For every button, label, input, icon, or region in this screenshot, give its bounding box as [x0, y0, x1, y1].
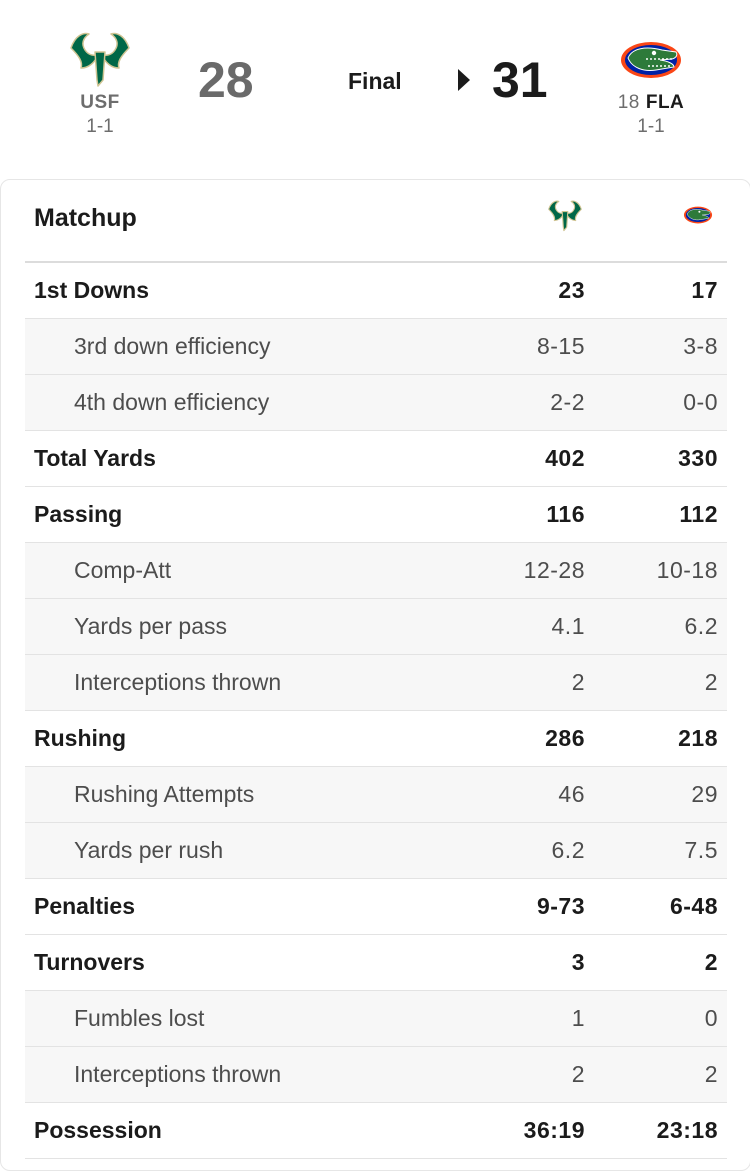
matchup-card: Matchup 1st Downs 23 17 3rd down efficiency…	[0, 179, 750, 1171]
stat-away-value: 12-28	[523, 557, 585, 583]
home-score: 31	[492, 52, 548, 108]
stat-label: Interceptions thrown	[74, 669, 282, 695]
stat-label: Rushing Attempts	[74, 781, 255, 807]
stat-subrow: Interceptions thrown 2 2	[25, 1047, 727, 1103]
stat-home-value: 218	[678, 725, 718, 751]
matchup-header: Matchup	[25, 180, 727, 263]
game-header: USF 1-1 28 Final 31 18 FLA 1-1	[0, 0, 750, 178]
stat-label: 1st Downs	[34, 277, 150, 303]
stat-home-value: 6-48	[669, 893, 718, 919]
stat-subrow: Yards per rush 6.2 7.5	[25, 823, 727, 879]
stat-home-value: 29	[691, 781, 718, 807]
stat-away-value: 8-15	[536, 333, 585, 359]
stat-away-value: 3	[571, 949, 585, 975]
stat-away-value: 2	[571, 669, 585, 695]
stat-away-value: 6.2	[551, 837, 585, 863]
stat-subrow: 3rd down efficiency 8-15 3-8	[25, 319, 727, 375]
stat-home-value: 6.2	[684, 613, 718, 639]
stat-subrow: Fumbles lost 1 0	[25, 991, 727, 1047]
stat-away-value: 4.1	[551, 613, 585, 639]
stat-home-value: 7.5	[684, 837, 718, 863]
stat-home-value: 0	[704, 1005, 718, 1031]
stat-label: Interceptions thrown	[74, 1061, 282, 1087]
stat-away-value: 2	[571, 1061, 585, 1087]
matchup-title: Matchup	[34, 204, 137, 232]
stat-row: Penalties 9-73 6-48	[25, 879, 727, 935]
home-team-abbr: 18 FLA	[591, 92, 711, 114]
stat-home-value: 0-0	[683, 389, 718, 415]
stat-label: Yards per rush	[74, 837, 224, 863]
stat-label: Penalties	[34, 893, 135, 919]
stat-away-value: 2-2	[550, 389, 585, 415]
stat-row: 1st Downs 23 17	[25, 263, 727, 319]
stat-subrow: Comp-Att 12-28 10-18	[25, 543, 727, 599]
home-team[interactable]: 18 FLA 1-1	[591, 28, 711, 138]
stat-home-value: 112	[679, 501, 718, 527]
stat-subrow: Interceptions thrown 2 2	[25, 655, 727, 711]
stat-away-value: 23	[558, 277, 585, 303]
stat-away-value: 286	[545, 725, 585, 751]
usf-bulls-logo-icon	[70, 32, 130, 87]
stat-label: Total Yards	[34, 445, 156, 471]
stat-away-value: 1	[571, 1005, 585, 1031]
stat-home-value: 17	[691, 277, 718, 303]
stat-row: Rushing 286 218	[25, 711, 727, 767]
stat-home-value: 3-8	[683, 333, 718, 359]
away-team-abbr: USF	[80, 92, 120, 113]
usf-bulls-small-logo-icon	[548, 200, 582, 232]
stat-subrow: Rushing Attempts 46 29	[25, 767, 727, 823]
stat-label: 3rd down efficiency	[74, 333, 271, 359]
stat-away-value: 402	[545, 445, 585, 471]
stat-away-value: 36:19	[523, 1117, 585, 1143]
stat-row: Turnovers 3 2	[25, 935, 727, 991]
stat-subrow: Yards per pass 4.1 6.2	[25, 599, 727, 655]
stat-away-value: 46	[558, 781, 585, 807]
home-team-record: 1-1	[637, 116, 665, 137]
away-team[interactable]: USF 1-1	[40, 28, 160, 138]
stat-label: Turnovers	[34, 949, 145, 975]
stat-row: Passing 116 112	[25, 487, 727, 543]
stat-row: Total Yards 402 330	[25, 431, 727, 487]
home-team-rank: 18	[617, 92, 640, 113]
stat-home-value: 10-18	[656, 557, 718, 583]
stat-label: Rushing	[34, 725, 126, 751]
stat-home-value: 2	[704, 669, 718, 695]
stat-home-value: 2	[704, 949, 718, 975]
stat-away-value: 9-73	[536, 893, 585, 919]
matchup-stats-table: 1st Downs 23 17 3rd down efficiency 8-15 3-8 4…	[25, 263, 727, 1159]
stat-home-value: 2	[704, 1061, 718, 1087]
stat-label: Possession	[34, 1117, 162, 1143]
stat-row: Possession 36:19 23:18	[25, 1103, 727, 1159]
stat-away-value: 116	[546, 501, 585, 527]
winner-arrow-icon	[458, 69, 470, 91]
stat-label: Comp-Att	[74, 557, 172, 583]
stat-home-value: 23:18	[656, 1117, 718, 1143]
stat-home-value: 330	[678, 445, 718, 471]
stat-label: 4th down efficiency	[74, 389, 270, 415]
florida-gators-logo-icon	[621, 42, 681, 78]
stat-label: Yards per pass	[74, 613, 227, 639]
home-team-abbr-text: FLA	[645, 92, 685, 113]
away-team-record: 1-1	[86, 116, 114, 137]
stat-label: Fumbles lost	[74, 1005, 205, 1031]
stat-subrow: 4th down efficiency 2-2 0-0	[25, 375, 727, 431]
florida-gators-small-logo-icon	[683, 206, 713, 224]
stat-label: Passing	[34, 501, 123, 527]
game-status: Final	[348, 68, 402, 94]
away-score: 28	[198, 52, 254, 108]
